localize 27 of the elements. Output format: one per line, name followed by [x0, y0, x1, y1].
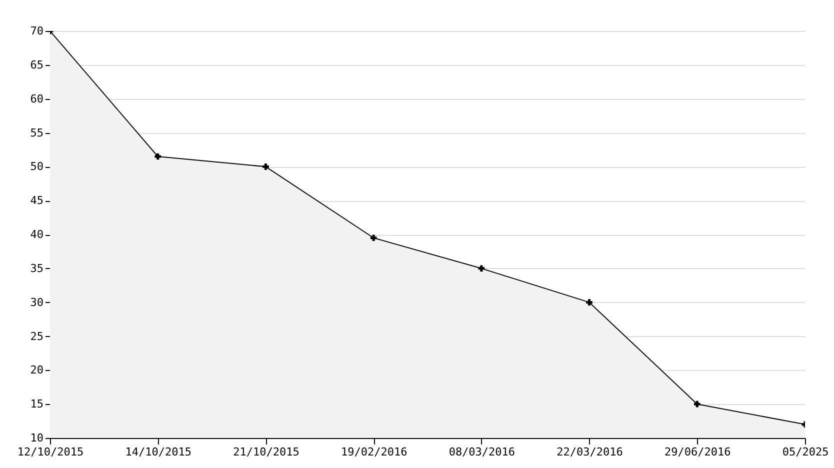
y-tick-label: 35	[30, 262, 44, 275]
y-tick-label: 45	[30, 194, 44, 208]
x-tick-label: 08/03/2016	[448, 446, 516, 458]
y-tick-label: 10	[30, 432, 44, 444]
y-tick-label: 40	[30, 228, 44, 241]
x-tick-label: 14/10/2015	[125, 446, 192, 458]
x-tick-label: 12/10/2015	[17, 446, 84, 458]
point	[370, 234, 377, 242]
x-tick-label: 29/06/2016	[664, 446, 731, 458]
y-tick-label: 70	[30, 24, 44, 38]
point	[154, 153, 162, 160]
x-tick-label: 21/10/2015	[233, 446, 300, 458]
x-tick-label: 05/2025	[782, 446, 829, 458]
point	[586, 299, 592, 306]
y-tick-label: 20	[30, 364, 44, 377]
y-tick-label: 25	[30, 330, 44, 343]
y-tick-label: 50	[30, 160, 44, 174]
point	[478, 265, 485, 272]
point	[262, 164, 269, 170]
y-tick-label: 55	[30, 126, 44, 140]
y-tick-label: 60	[30, 92, 44, 106]
point	[694, 400, 700, 408]
x-tick-label: 19/02/2016	[340, 446, 408, 458]
y-tick-label: 65	[30, 58, 44, 72]
x-tick-label: 22/03/2016	[556, 446, 623, 458]
y-tick-label: 15	[30, 398, 44, 411]
y-tick-label: 30	[30, 296, 44, 309]
